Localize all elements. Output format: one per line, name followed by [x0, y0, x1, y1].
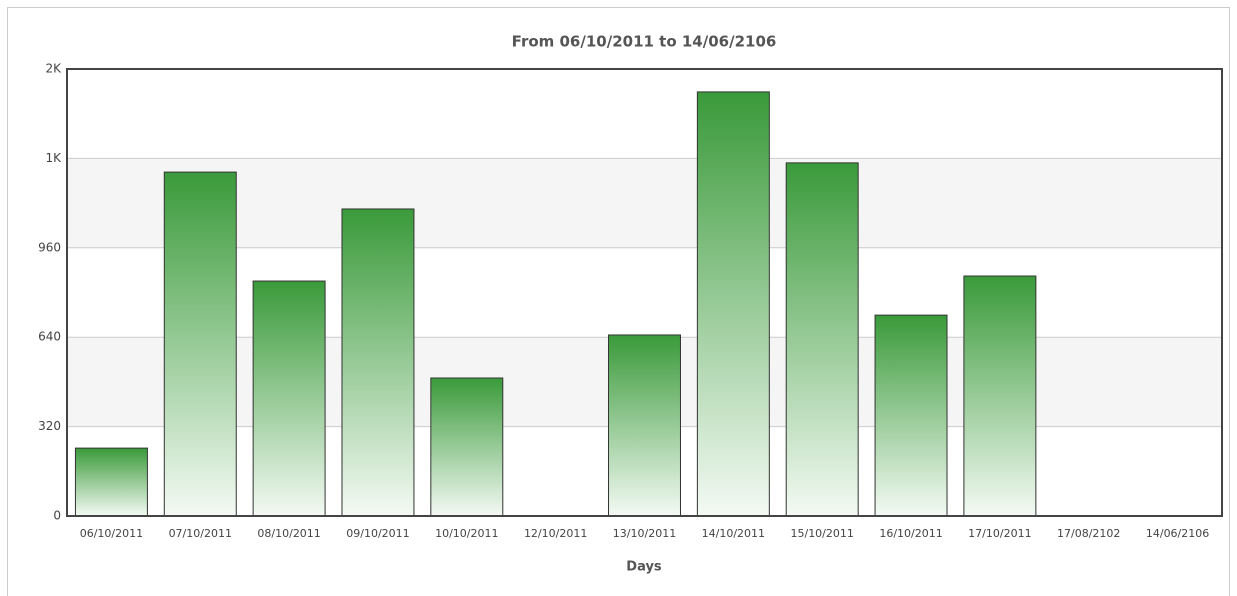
plot-band: [67, 158, 1222, 248]
bar: [163, 171, 237, 517]
bar: [963, 275, 1037, 517]
x-tick-label: 17/10/2011: [968, 527, 1031, 540]
y-tick-label: 640: [38, 330, 61, 344]
y-tick-label: 320: [38, 419, 61, 433]
bar: [874, 314, 948, 517]
y-tick-label: 2K: [45, 62, 62, 76]
x-axis-title: Days: [626, 560, 662, 575]
x-tick-label: 09/10/2011: [346, 527, 409, 540]
bar: [74, 447, 148, 517]
x-tick-label: 10/10/2011: [435, 527, 498, 540]
bar: [252, 280, 326, 517]
bar: [608, 334, 681, 517]
x-tick-label: 17/08/2102: [1057, 527, 1120, 540]
x-tick-label: 07/10/2011: [169, 527, 232, 540]
bar: [696, 91, 770, 517]
x-tick-label: 06/10/2011: [80, 527, 143, 540]
y-tick-label: 1K: [45, 151, 62, 165]
x-tick-label: 12/10/2011: [524, 527, 587, 540]
x-tick-label: 13/10/2011: [613, 527, 676, 540]
x-tick-label: 16/10/2011: [879, 527, 942, 540]
x-tick-label: 08/10/2011: [257, 527, 320, 540]
x-tick-label: 15/10/2011: [790, 527, 853, 540]
x-tick-label: 14/10/2011: [702, 527, 765, 540]
chart-title: From 06/10/2011 to 14/06/2106: [512, 33, 777, 51]
plot-border: [66, 68, 1223, 517]
bar: [430, 377, 504, 517]
bar: [341, 208, 415, 517]
bar: [785, 162, 859, 517]
y-tick-label: 960: [38, 240, 61, 254]
y-tick-label: 0: [53, 509, 61, 523]
x-tick-label: 14/06/2106: [1146, 527, 1209, 540]
